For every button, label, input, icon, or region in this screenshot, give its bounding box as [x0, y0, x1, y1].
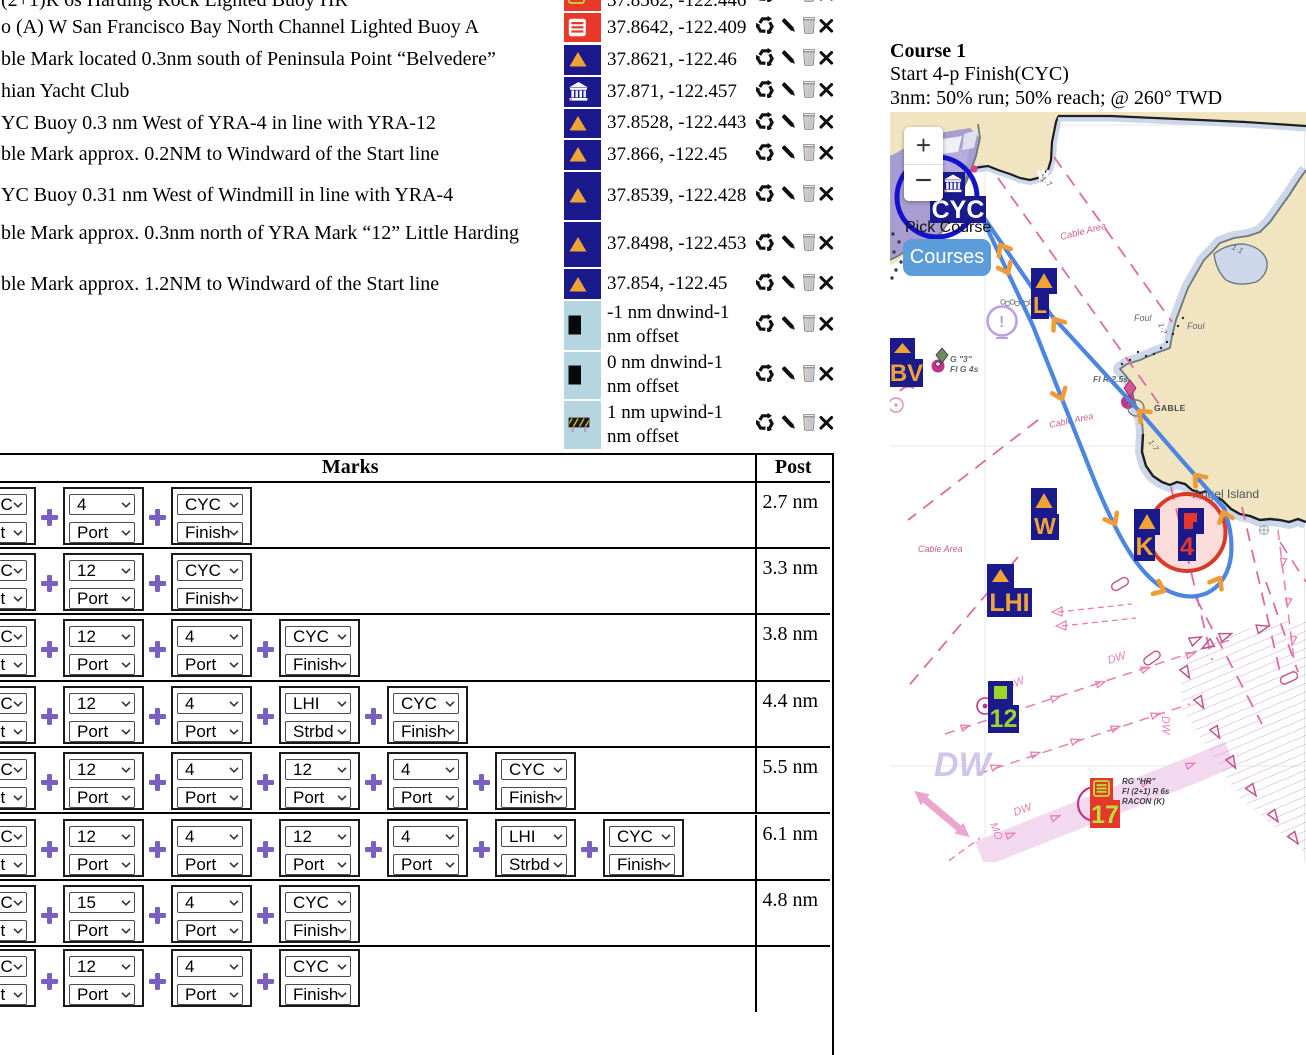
svg-text:17: 17	[1091, 801, 1119, 829]
svg-text:Foul: Foul	[1187, 321, 1206, 331]
svg-text:RACON (K): RACON (K)	[1122, 797, 1165, 806]
svg-text:GABLE: GABLE	[1154, 403, 1186, 413]
svg-text:1·1: 1·1	[1230, 243, 1244, 256]
svg-text:Foul: Foul	[1134, 313, 1153, 323]
svg-text:Cable Area: Cable Area	[918, 544, 963, 554]
svg-text:MO: MO	[987, 821, 1004, 842]
svg-text:W: W	[1034, 513, 1056, 539]
svg-text:RG "HR": RG "HR"	[1122, 777, 1156, 786]
svg-text:12: 12	[990, 705, 1018, 733]
svg-text:G "3": G "3"	[950, 354, 973, 364]
svg-text:DW: DW	[1106, 649, 1129, 667]
svg-text:Fl (2+1) R 6s: Fl (2+1) R 6s	[1122, 787, 1170, 796]
svg-text:4: 4	[1180, 533, 1194, 561]
svg-text:DW: DW	[1159, 716, 1172, 736]
svg-text:L: L	[1033, 292, 1047, 318]
svg-text:DW: DW	[934, 746, 994, 784]
svg-text:1·7: 1·7	[1156, 322, 1169, 336]
svg-text:LHI: LHI	[989, 589, 1029, 617]
svg-text:!: !	[999, 314, 1004, 331]
svg-text:K: K	[1135, 533, 1153, 561]
svg-text:CYC: CYC	[932, 196, 985, 224]
svg-text:BV: BV	[890, 360, 923, 387]
svg-text:Fl G 4s: Fl G 4s	[950, 364, 979, 374]
